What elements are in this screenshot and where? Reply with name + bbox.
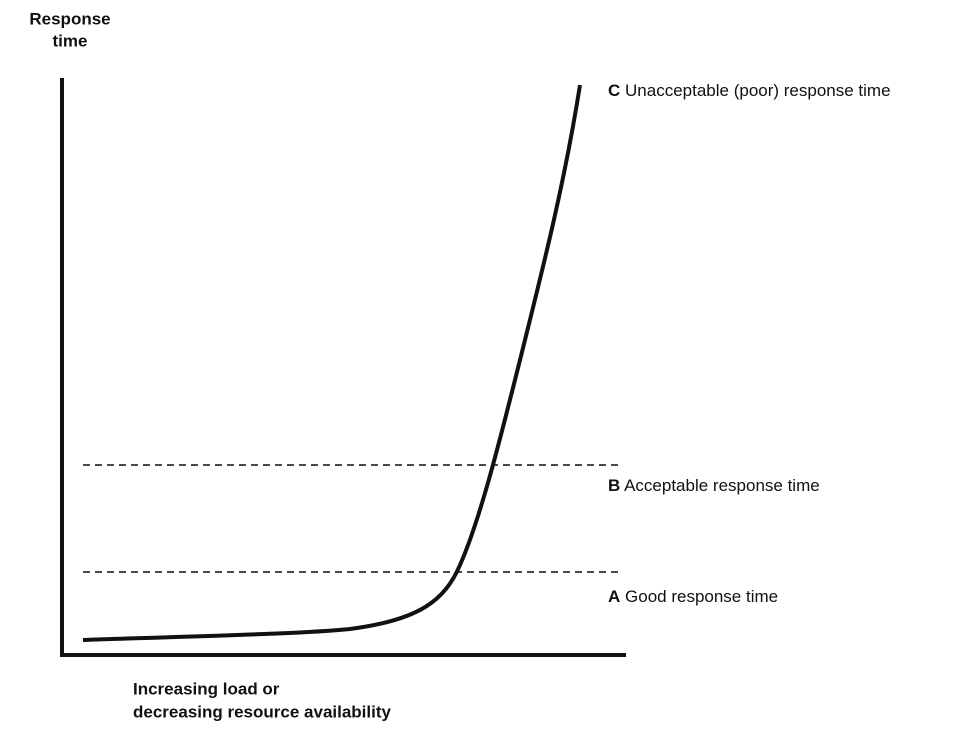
x-axis-label: decreasing resource availability — [133, 702, 392, 721]
y-axis-label: Response — [29, 9, 110, 28]
zone-label: A Good response time — [608, 587, 778, 606]
zone-letter: A — [608, 587, 620, 606]
zone-label: C Unacceptable (poor) response time — [608, 81, 891, 100]
x-axis-label: Increasing load or — [133, 679, 280, 698]
zone-letter: B — [608, 476, 620, 495]
y-axis-label: time — [53, 31, 88, 50]
response-curve — [82, 84, 582, 642]
zone-text: Good response time — [625, 587, 778, 606]
zone-label: B Acceptable response time — [608, 476, 820, 495]
zone-letter: C — [608, 81, 620, 100]
zone-text: Acceptable response time — [624, 476, 820, 495]
zone-text: Unacceptable (poor) response time — [625, 81, 891, 100]
